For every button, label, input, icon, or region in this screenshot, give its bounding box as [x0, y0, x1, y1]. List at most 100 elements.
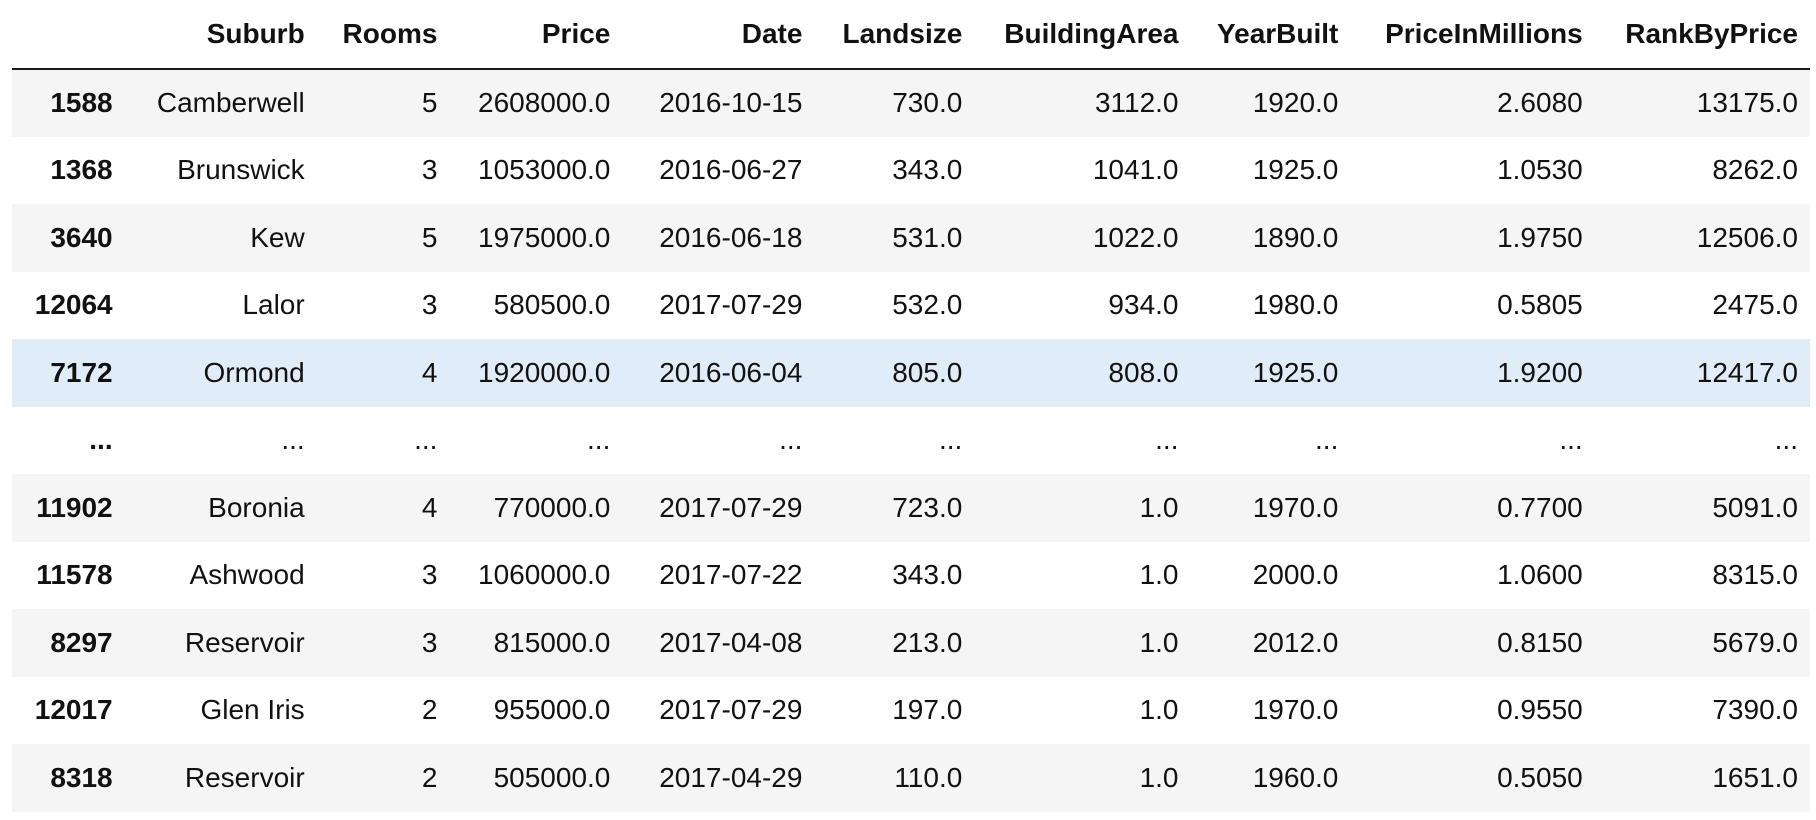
table-row: 12064 Lalor 3 580500.0 2017-07-29 532.0 934.0 1…: [12, 271, 1810, 339]
cell-buildingarea: 1.0: [1139, 694, 1179, 726]
cell-rooms: 3: [421, 154, 438, 186]
table-header: Suburb Rooms Price Date Landsize Buildin…: [12, 0, 1810, 70]
cell-price: 1920000.0: [478, 356, 611, 388]
cell-landsize: 730.0: [892, 87, 963, 119]
cell-suburb: Reservoir: [184, 626, 305, 658]
cell-yearbuilt: 1925.0: [1252, 356, 1339, 388]
table-row: 11902 Boronia 4 770000.0 2017-07-29 723.0 1.0 1…: [12, 474, 1810, 542]
cell-price: 1060000.0: [478, 559, 611, 591]
row-index: 8318: [50, 761, 113, 793]
row-index: 1368: [50, 154, 113, 186]
cell-suburb: Glen Iris: [200, 694, 305, 726]
table-row: 11578 Ashwood 3 1060000.0 2017-07-22 343.0 1.0…: [12, 541, 1810, 609]
cell-landsize: 110.0: [894, 761, 963, 793]
cell-priceinmillions: 1.9750: [1497, 221, 1583, 253]
cell-suburb: Boronia: [208, 491, 305, 523]
index-header: [12, 0, 125, 70]
cell-priceinmillions: 0.8150: [1497, 626, 1583, 658]
cell-price: 2608000.0: [478, 87, 611, 119]
cell-priceinmillions: 1.9200: [1497, 356, 1583, 388]
row-index: 11578: [36, 559, 113, 591]
cell-rankbyprice: 1651.0: [1712, 761, 1798, 793]
cell-buildingarea: 3112.0: [1094, 87, 1179, 119]
cell-rankbyprice: 12506.0: [1696, 221, 1798, 253]
row-index: ...: [89, 424, 113, 456]
row-index: 12017: [34, 694, 113, 726]
row-index: 3640: [50, 221, 113, 253]
cell-yearbuilt: 1970.0: [1252, 694, 1339, 726]
cell-price: 505000.0: [493, 761, 611, 793]
cell-buildingarea: 1.0: [1139, 761, 1179, 793]
cell-buildingarea: ...: [1155, 424, 1179, 456]
table-row: 7172 Ormond 4 1920000.0 2016-06-04 805.0 808.0…: [12, 339, 1810, 407]
cell-rooms: 2: [421, 694, 438, 726]
cell-date: 2016-06-04: [659, 356, 803, 388]
cell-rooms: 5: [421, 221, 438, 253]
cell-yearbuilt: ...: [1315, 424, 1339, 456]
table-row: 12017 Glen Iris 2 955000.0 2017-07-29 197.0 1.…: [12, 676, 1810, 744]
cell-yearbuilt: 1970.0: [1252, 491, 1339, 523]
cell-suburb: ...: [281, 424, 305, 456]
cell-rooms: 3: [421, 559, 438, 591]
cell-date: 2017-07-29: [659, 694, 803, 726]
cell-date: 2017-07-29: [659, 289, 803, 321]
cell-rooms: 4: [421, 491, 438, 523]
cell-yearbuilt: 1920.0: [1252, 87, 1339, 119]
column-header-price: Price: [449, 0, 623, 70]
cell-landsize: 532.0: [892, 289, 963, 321]
cell-rooms: 4: [421, 356, 438, 388]
dataframe-output: Suburb Rooms Price Date Landsize Buildin…: [12, 0, 1810, 812]
row-index: 8297: [50, 626, 113, 658]
cell-date: 2017-04-08: [659, 626, 803, 658]
cell-buildingarea: 1022.0: [1092, 221, 1179, 253]
cell-suburb: Kew: [250, 221, 305, 253]
cell-rooms: ...: [414, 424, 438, 456]
cell-buildingarea: 808.0: [1108, 356, 1179, 388]
cell-landsize: 723.0: [892, 491, 963, 523]
cell-rankbyprice: 12417.0: [1696, 356, 1798, 388]
cell-buildingarea: 1.0: [1139, 559, 1179, 591]
cell-date: ...: [779, 424, 803, 456]
cell-landsize: 213.0: [892, 626, 963, 658]
cell-buildingarea: 1041.0: [1092, 154, 1179, 186]
column-header-rankbyprice: RankByPrice: [1594, 0, 1810, 70]
table-row: 3640 Kew 5 1975000.0 2016-06-18 531.0 1022.0 18…: [12, 204, 1810, 272]
cell-date: 2016-10-15: [659, 87, 803, 119]
cell-rankbyprice: 5679.0: [1712, 626, 1798, 658]
table-row: 8297 Reservoir 3 815000.0 2017-04-08 213.0 1.0…: [12, 609, 1810, 677]
cell-rankbyprice: 2475.0: [1712, 289, 1798, 321]
cell-landsize: 343.0: [892, 154, 963, 186]
column-header-landsize: Landsize: [814, 0, 975, 70]
cell-suburb: Ashwood: [189, 559, 305, 591]
cell-suburb: Camberwell: [156, 87, 305, 119]
cell-rankbyprice: 8262.0: [1712, 154, 1798, 186]
row-index: 11902: [36, 491, 113, 523]
cell-landsize: 805.0: [892, 356, 963, 388]
cell-date: 2017-07-22: [659, 559, 803, 591]
cell-rankbyprice: ...: [1774, 424, 1798, 456]
cell-rankbyprice: 7390.0: [1712, 694, 1798, 726]
cell-date: 2016-06-27: [659, 154, 803, 186]
column-header-suburb: Suburb: [124, 0, 317, 70]
cell-suburb: Ormond: [203, 356, 305, 388]
cell-priceinmillions: 0.9550: [1497, 694, 1583, 726]
cell-priceinmillions: 1.0530: [1497, 154, 1583, 186]
cell-rooms: 3: [421, 626, 438, 658]
cell-priceinmillions: 0.7700: [1497, 491, 1583, 523]
cell-landsize: 343.0: [892, 559, 963, 591]
cell-buildingarea: 1.0: [1139, 626, 1179, 658]
cell-yearbuilt: 1925.0: [1252, 154, 1339, 186]
dataframe-table: Suburb Rooms Price Date Landsize Buildin…: [12, 0, 1810, 812]
header-row: Suburb Rooms Price Date Landsize Buildin…: [12, 0, 1810, 70]
column-header-rooms: Rooms: [316, 0, 450, 70]
cell-suburb: Lalor: [242, 289, 305, 321]
column-header-buildingarea: BuildingArea: [974, 0, 1191, 70]
cell-priceinmillions: ...: [1559, 424, 1583, 456]
cell-yearbuilt: 2000.0: [1252, 559, 1339, 591]
cell-suburb: Reservoir: [184, 761, 305, 793]
cell-landsize: 531.0: [892, 221, 963, 253]
cell-priceinmillions: 0.5805: [1497, 289, 1583, 321]
cell-yearbuilt: 2012.0: [1252, 626, 1339, 658]
column-header-yearbuilt: YearBuilt: [1190, 0, 1351, 70]
cell-priceinmillions: 1.0600: [1497, 559, 1583, 591]
